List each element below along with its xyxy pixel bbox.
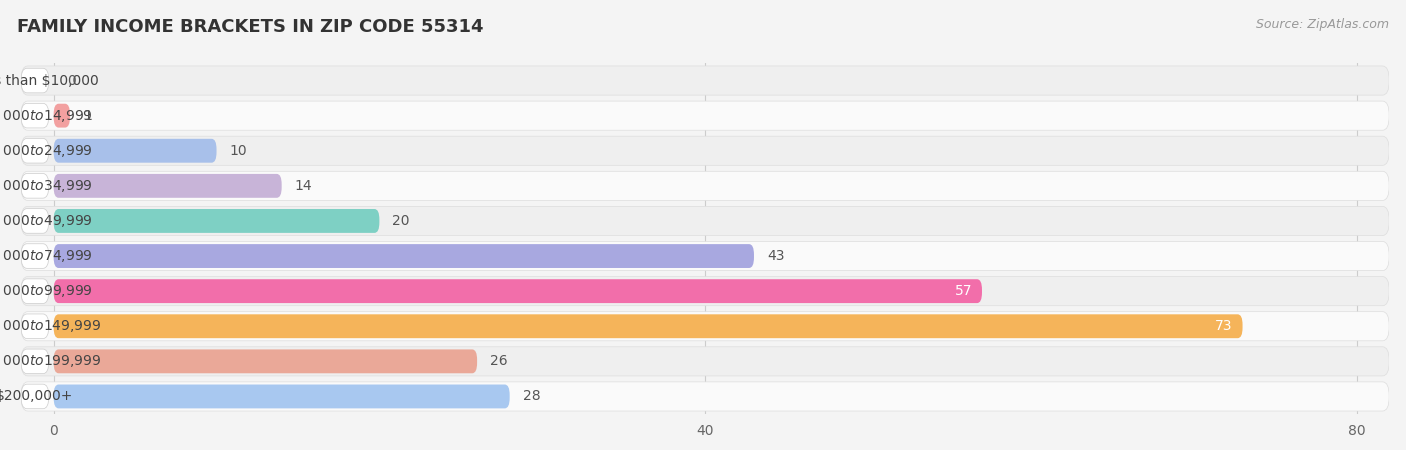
- Text: 1: 1: [83, 108, 91, 123]
- Text: 73: 73: [1215, 319, 1233, 333]
- FancyBboxPatch shape: [21, 349, 49, 373]
- Text: $50,000 to $74,999: $50,000 to $74,999: [0, 248, 93, 264]
- FancyBboxPatch shape: [21, 104, 49, 128]
- FancyBboxPatch shape: [21, 139, 49, 163]
- Text: 20: 20: [392, 214, 411, 228]
- FancyBboxPatch shape: [53, 174, 281, 198]
- FancyBboxPatch shape: [53, 384, 509, 409]
- FancyBboxPatch shape: [21, 384, 49, 409]
- FancyBboxPatch shape: [21, 68, 49, 93]
- FancyBboxPatch shape: [53, 244, 754, 268]
- Text: 57: 57: [955, 284, 972, 298]
- Text: Source: ZipAtlas.com: Source: ZipAtlas.com: [1256, 18, 1389, 31]
- Text: FAMILY INCOME BRACKETS IN ZIP CODE 55314: FAMILY INCOME BRACKETS IN ZIP CODE 55314: [17, 18, 484, 36]
- FancyBboxPatch shape: [21, 174, 49, 198]
- FancyBboxPatch shape: [21, 209, 49, 233]
- Text: $10,000 to $14,999: $10,000 to $14,999: [0, 108, 93, 124]
- FancyBboxPatch shape: [53, 209, 380, 233]
- Text: 28: 28: [523, 389, 540, 404]
- FancyBboxPatch shape: [21, 312, 1389, 341]
- Text: $150,000 to $199,999: $150,000 to $199,999: [0, 353, 101, 369]
- FancyBboxPatch shape: [21, 207, 1389, 235]
- FancyBboxPatch shape: [21, 136, 1389, 165]
- FancyBboxPatch shape: [53, 139, 217, 163]
- Text: $35,000 to $49,999: $35,000 to $49,999: [0, 213, 93, 229]
- Text: Less than $10,000: Less than $10,000: [0, 73, 98, 88]
- Text: 43: 43: [768, 249, 785, 263]
- Text: 14: 14: [295, 179, 312, 193]
- Text: $75,000 to $99,999: $75,000 to $99,999: [0, 283, 93, 299]
- FancyBboxPatch shape: [21, 279, 49, 303]
- FancyBboxPatch shape: [21, 382, 1389, 411]
- FancyBboxPatch shape: [21, 101, 1389, 130]
- Text: $15,000 to $24,999: $15,000 to $24,999: [0, 143, 93, 159]
- Text: $100,000 to $149,999: $100,000 to $149,999: [0, 318, 101, 334]
- FancyBboxPatch shape: [21, 66, 1389, 95]
- FancyBboxPatch shape: [21, 347, 1389, 376]
- FancyBboxPatch shape: [21, 314, 49, 338]
- Text: 0: 0: [66, 73, 76, 88]
- FancyBboxPatch shape: [21, 244, 49, 268]
- FancyBboxPatch shape: [21, 242, 1389, 270]
- Text: $200,000+: $200,000+: [0, 389, 73, 404]
- FancyBboxPatch shape: [53, 104, 70, 128]
- Text: $25,000 to $34,999: $25,000 to $34,999: [0, 178, 93, 194]
- FancyBboxPatch shape: [21, 277, 1389, 306]
- FancyBboxPatch shape: [53, 279, 981, 303]
- Text: 26: 26: [491, 354, 508, 369]
- FancyBboxPatch shape: [53, 314, 1243, 338]
- FancyBboxPatch shape: [53, 349, 477, 373]
- Text: 10: 10: [229, 144, 247, 158]
- FancyBboxPatch shape: [21, 171, 1389, 200]
